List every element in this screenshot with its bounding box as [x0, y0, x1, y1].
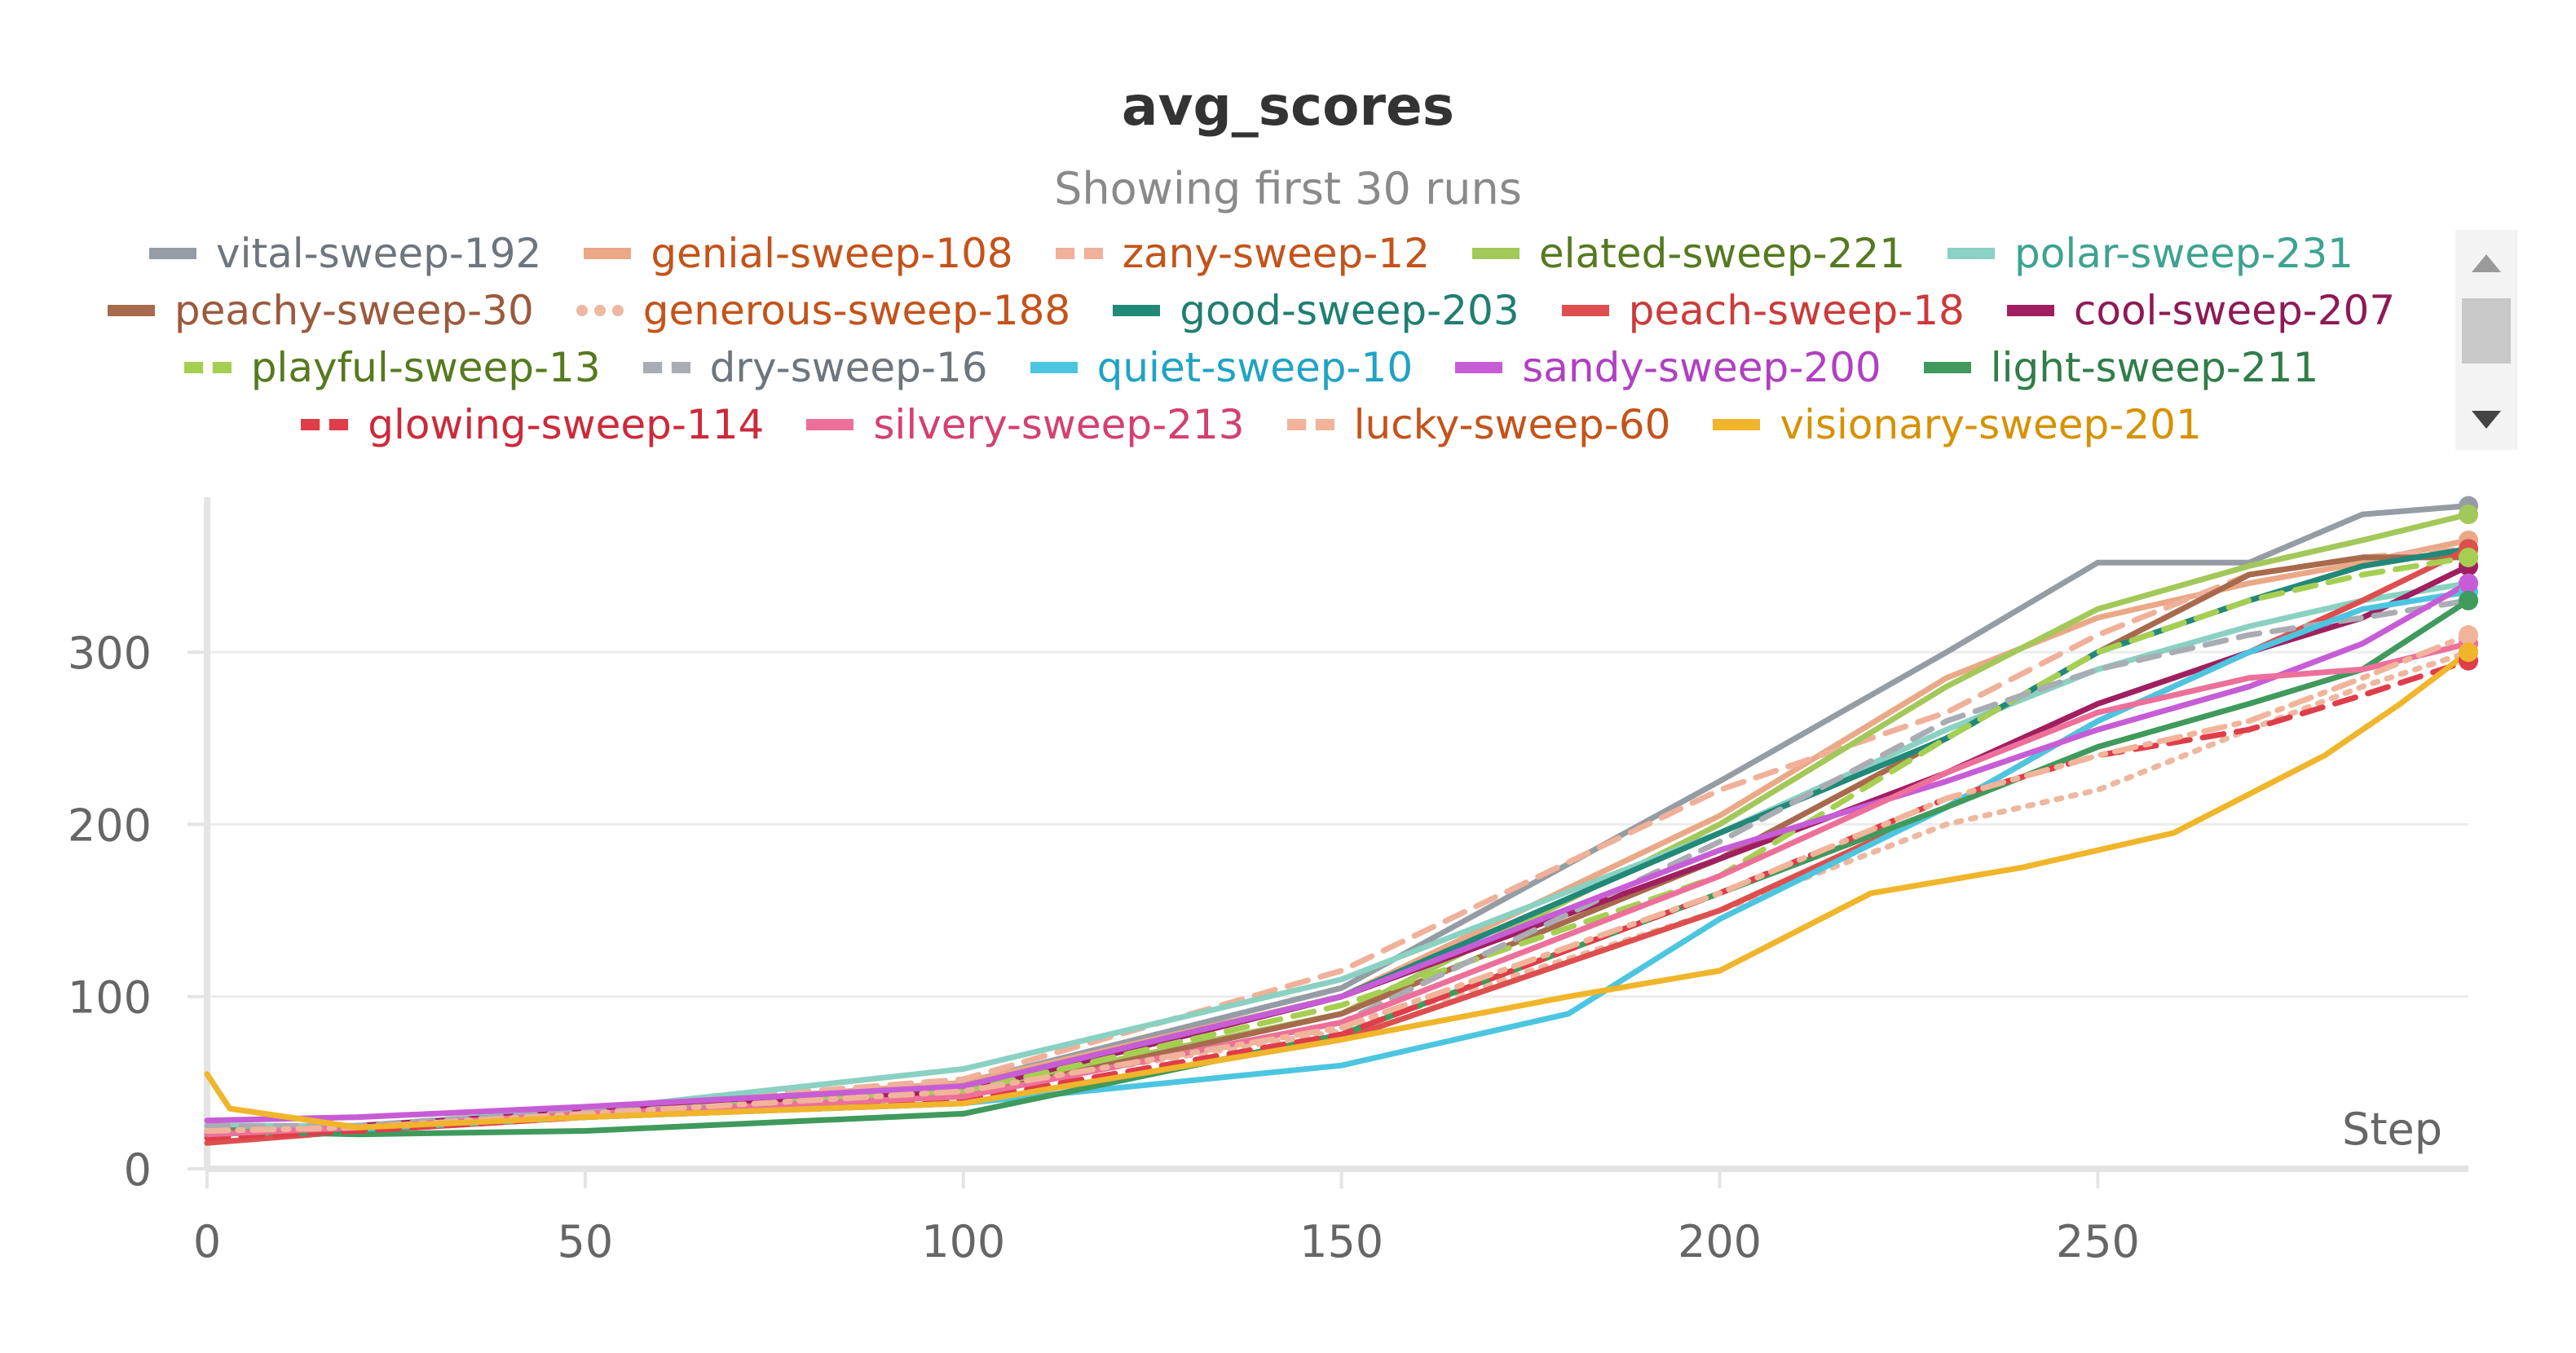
- x-tick-label: 200: [1678, 1216, 1762, 1267]
- legend-label: lucky-sweep-60: [1353, 401, 1671, 448]
- legend-item-cool-sweep-207[interactable]: cool-sweep-207: [2006, 282, 2396, 339]
- legend-row: playful-sweep-13 dry-sweep-16 quiet-sweep-…: [106, 339, 2397, 396]
- legend-swatch: [1561, 305, 1609, 316]
- legend-label: elated-sweep-221: [1538, 230, 1906, 277]
- legend-swatch: [1055, 248, 1103, 259]
- y-tick-label: 200: [68, 800, 152, 851]
- legend-item-polar-sweep-231[interactable]: polar-sweep-231: [1947, 225, 2353, 282]
- scroll-thumb[interactable]: [2462, 298, 2511, 364]
- series-endpoint-playful-sweep-13: [2459, 547, 2478, 567]
- legend-item-dry-sweep-16[interactable]: dry-sweep-16: [642, 339, 988, 396]
- series-line-quiet-sweep-10: [204, 588, 2472, 1138]
- scroll-down-arrow-icon[interactable]: [2472, 411, 2501, 429]
- series-line-dry-sweep-16: [204, 597, 2472, 1129]
- legend-swatch: [1286, 419, 1334, 430]
- legend-scrollbar[interactable]: [2455, 230, 2517, 450]
- legend-item-peachy-sweep-30[interactable]: peachy-sweep-30: [107, 282, 534, 339]
- series-endpoint-lucky-sweep-60: [2459, 625, 2478, 646]
- legend-item-peach-sweep-18[interactable]: peach-sweep-18: [1561, 282, 1965, 339]
- legend-label: generous-sweep-188: [642, 287, 1071, 334]
- legend-swatch: [1113, 305, 1161, 316]
- series-line-visionary-sweep-201: [204, 649, 2472, 1130]
- legend-label: polar-sweep-231: [2014, 230, 2353, 277]
- x-tick-label: 50: [558, 1216, 614, 1267]
- legend-item-good-sweep-203[interactable]: good-sweep-203: [1113, 282, 1520, 339]
- series-endpoint-sandy-sweep-200: [2459, 573, 2478, 593]
- legend-label: peachy-sweep-30: [174, 287, 534, 334]
- legend-item-generous-sweep-188[interactable]: generous-sweep-188: [576, 282, 1070, 339]
- series-line-polar-sweep-231: [204, 580, 2472, 1129]
- legend: vital-sweep-192 genial-sweep-108 zany-swee…: [106, 225, 2397, 461]
- legend-item-lucky-sweep-60[interactable]: lucky-sweep-60: [1286, 396, 1671, 453]
- chart-title: avg_scores: [1121, 75, 1455, 138]
- legend-label: silvery-sweep-213: [873, 401, 1245, 448]
- series-endpoint-light-sweep-211: [2459, 590, 2478, 610]
- legend-swatch: [107, 305, 155, 316]
- legend-item-silvery-sweep-213[interactable]: silvery-sweep-213: [806, 396, 1245, 453]
- legend-label: light-sweep-211: [1990, 344, 2319, 391]
- legend-item-elated-sweep-221[interactable]: elated-sweep-221: [1471, 225, 1906, 282]
- legend-label: vital-sweep-192: [216, 230, 542, 277]
- series-line-light-sweep-211: [204, 597, 2472, 1138]
- legend-item-quiet-sweep-10[interactable]: quiet-sweep-10: [1030, 339, 1414, 396]
- series-line-silvery-sweep-213: [204, 641, 2472, 1138]
- legend-swatch: [301, 419, 349, 430]
- chart-subtitle: Showing first 30 runs: [1054, 163, 1522, 214]
- x-tick-label: 150: [1299, 1216, 1383, 1267]
- legend-swatch: [1455, 362, 1503, 373]
- legend-item-visionary-sweep-201[interactable]: visionary-sweep-201: [1713, 396, 2202, 453]
- legend-swatch: [149, 248, 197, 259]
- legend-swatch: [584, 248, 632, 259]
- legend-label: cool-sweep-207: [2073, 287, 2396, 334]
- legend-label: playful-sweep-13: [250, 344, 601, 391]
- x-tick-label: 250: [2056, 1216, 2140, 1267]
- legend-label: dry-sweep-16: [709, 344, 988, 391]
- legend-row: vital-sweep-192 genial-sweep-108 zany-swee…: [106, 225, 2397, 282]
- x-axis-label: Step: [2342, 1104, 2442, 1155]
- legend-swatch: [642, 362, 690, 373]
- legend-row: peachy-sweep-30 generous-sweep-188 good-sw…: [106, 282, 2397, 339]
- x-tick-label: 0: [193, 1216, 221, 1267]
- legend-label: visionary-sweep-201: [1780, 401, 2202, 448]
- y-tick-label: 300: [68, 628, 152, 679]
- legend-swatch: [183, 362, 232, 373]
- legend-item-sandy-sweep-200[interactable]: sandy-sweep-200: [1455, 339, 1881, 396]
- legend-item-glowing-sweep-114[interactable]: glowing-sweep-114: [301, 396, 764, 453]
- legend-row: glowing-sweep-114 silvery-sweep-213 lucky-…: [106, 396, 2397, 453]
- series-endpoint-elated-sweep-221: [2459, 505, 2478, 525]
- legend-label: genial-sweep-108: [651, 230, 1013, 277]
- legend-swatch: [2006, 305, 2054, 316]
- legend-item-light-sweep-211[interactable]: light-sweep-211: [1923, 339, 2319, 396]
- legend-label: quiet-sweep-10: [1096, 344, 1414, 391]
- legend-swatch: [1947, 248, 1996, 259]
- legend-swatch: [1713, 419, 1761, 430]
- scroll-up-arrow-icon[interactable]: [2472, 254, 2501, 272]
- legend-item-playful-sweep-13[interactable]: playful-sweep-13: [183, 339, 601, 396]
- legend-item-zany-sweep-12[interactable]: zany-sweep-12: [1055, 225, 1430, 282]
- legend-swatch: [1923, 362, 1971, 373]
- series-endpoint-visionary-sweep-201: [2459, 642, 2478, 663]
- y-tick-label: 100: [68, 972, 152, 1024]
- legend-swatch: [806, 419, 854, 430]
- legend-swatch: [1471, 248, 1520, 259]
- y-tick-label: 0: [124, 1144, 152, 1196]
- legend-swatch: [576, 305, 624, 316]
- legend-label: glowing-sweep-114: [368, 401, 765, 448]
- legend-item-vital-sweep-192[interactable]: vital-sweep-192: [149, 225, 541, 282]
- legend-item-genial-sweep-108[interactable]: genial-sweep-108: [584, 225, 1013, 282]
- series-line-generous-sweep-188: [204, 649, 2472, 1138]
- legend-swatch: [1030, 362, 1078, 373]
- legend-label: zany-sweep-12: [1122, 230, 1430, 277]
- legend-label: good-sweep-203: [1180, 287, 1520, 334]
- legend-label: peach-sweep-18: [1628, 287, 1965, 334]
- legend-label: sandy-sweep-200: [1522, 344, 1881, 391]
- x-tick-label: 100: [921, 1216, 1005, 1267]
